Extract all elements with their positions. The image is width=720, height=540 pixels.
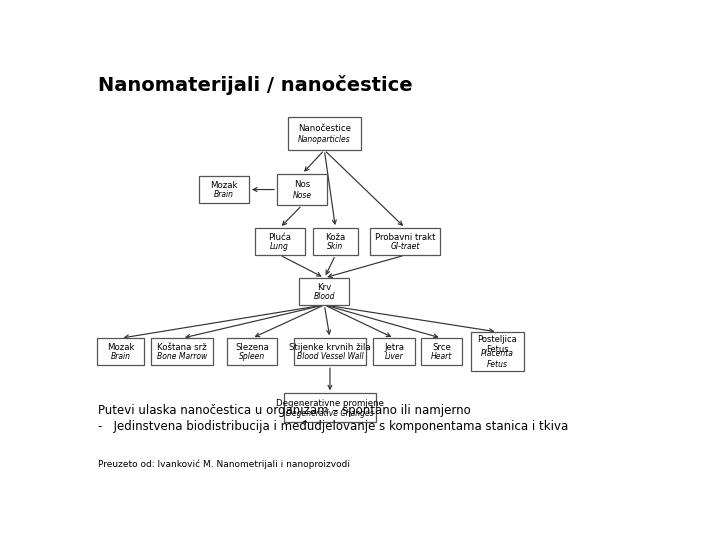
Text: Degenerative Changes: Degenerative Changes [286,409,374,417]
FancyBboxPatch shape [284,393,376,422]
FancyBboxPatch shape [420,338,462,365]
Text: -   Jedinstvena biodistribucija i međudjelovanje s komponentama stanica i tkiva: - Jedinstvena biodistribucija i međudjel… [99,420,569,433]
Text: Nanočestice: Nanočestice [298,124,351,133]
Text: Preuzeto od: Ivanković M. Nanometrijali i nanoproizvodi: Preuzeto od: Ivanković M. Nanometrijali … [99,460,351,469]
FancyBboxPatch shape [199,176,249,203]
FancyBboxPatch shape [151,338,213,365]
Text: Skin: Skin [328,242,343,251]
FancyBboxPatch shape [370,228,440,255]
FancyBboxPatch shape [288,117,361,150]
Text: Pluća: Pluća [269,233,291,242]
Text: Liver: Liver [384,352,403,361]
Text: Spleen: Spleen [239,352,265,361]
Text: Srce: Srce [432,343,451,352]
Text: Brain: Brain [111,352,131,361]
Text: Degenerativne promjene: Degenerativne promjene [276,399,384,408]
Text: Nos: Nos [294,180,310,190]
Text: Koštana srž: Koštana srž [157,343,207,352]
FancyBboxPatch shape [277,174,327,205]
Text: GI-traet: GI-traet [390,242,420,251]
Text: Heart: Heart [431,352,452,361]
FancyBboxPatch shape [294,338,366,365]
FancyBboxPatch shape [227,338,277,365]
Text: Posteljica
Fetus: Posteljica Fetus [477,335,517,354]
Text: Placenta
Fetus: Placenta Fetus [481,349,514,368]
Text: Blood Vessel Wall: Blood Vessel Wall [297,352,364,361]
Text: Bone Marrow: Bone Marrow [157,352,207,361]
FancyBboxPatch shape [471,332,524,372]
FancyBboxPatch shape [255,228,305,255]
Text: Slezena: Slezena [235,343,269,352]
Text: Jetra: Jetra [384,343,404,352]
Text: Blood: Blood [314,292,335,301]
Text: Lung: Lung [270,242,289,251]
Text: Stijenke krvnih žila: Stijenke krvnih žila [289,343,371,352]
FancyBboxPatch shape [373,338,415,365]
Text: Koža: Koža [325,233,346,242]
Text: Nose: Nose [292,191,312,200]
Text: Putevi ulaska nanočestica u organizam – spontano ili namjerno: Putevi ulaska nanočestica u organizam – … [99,404,471,417]
Text: Brain: Brain [214,190,234,199]
FancyBboxPatch shape [313,228,358,255]
Text: Nanoparticles: Nanoparticles [298,135,351,144]
Text: Krv: Krv [318,283,331,292]
Text: Nanomaterijali / nanočestice: Nanomaterijali / nanočestice [99,75,413,95]
FancyBboxPatch shape [97,338,145,365]
Text: Probavni trakt: Probavni trakt [375,233,436,242]
Text: Mozak: Mozak [210,181,238,190]
FancyBboxPatch shape [300,278,349,305]
Text: Mozak: Mozak [107,343,135,352]
